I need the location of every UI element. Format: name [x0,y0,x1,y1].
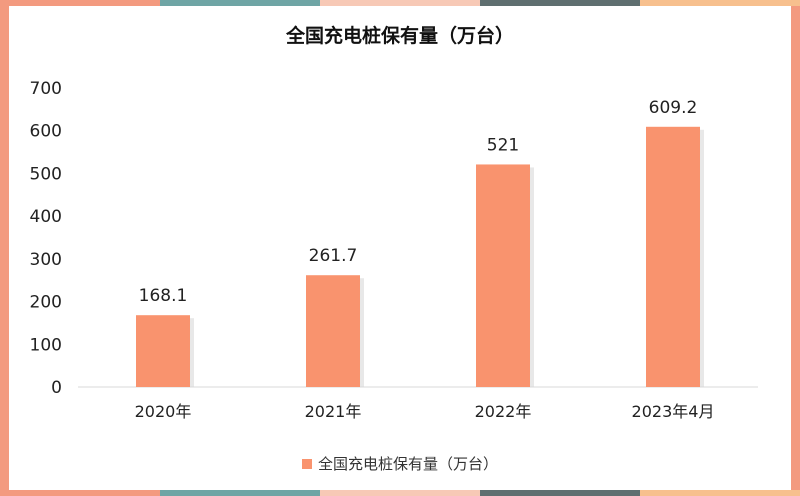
stripe-segment [640,0,800,6]
stripe-segment [160,490,320,496]
x-tick-label: 2021年 [305,402,362,421]
y-tick-label: 600 [30,122,62,142]
bar [476,164,530,387]
y-tick-label: 0 [51,378,62,398]
legend-label: 全国充电桩保有量（万台） [317,455,498,473]
y-tick-label: 400 [30,207,62,227]
data-label: 609.2 [649,98,698,118]
chart-title: 全国充电桩保有量（万台） [285,25,514,47]
stripe-segment [0,0,160,6]
y-tick-label: 200 [30,293,62,313]
stripe-segment [320,490,480,496]
top-decor-stripe [0,0,800,6]
bottom-decor-stripe [0,490,800,496]
y-tick-label: 500 [30,164,62,184]
y-tick-label: 100 [30,335,62,355]
stripe-segment [480,0,640,6]
bar [306,275,360,387]
y-tick-label: 700 [30,79,62,99]
data-label: 521 [487,135,519,155]
legend: 全国充电桩保有量（万台） [0,453,800,474]
x-tick-label: 2023年4月 [632,402,715,421]
stripe-segment [480,490,640,496]
x-tick-label: 2020年 [135,402,192,421]
data-label: 168.1 [139,286,188,306]
legend-swatch [301,458,312,469]
bar [646,126,700,387]
y-tick-label: 300 [30,250,62,270]
x-tick-label: 2022年 [475,402,532,421]
stripe-segment [0,490,160,496]
bar [136,315,190,387]
stripe-segment [160,0,320,6]
stripe-segment [320,0,480,6]
data-label: 261.7 [309,246,358,266]
stripe-segment [640,490,800,496]
